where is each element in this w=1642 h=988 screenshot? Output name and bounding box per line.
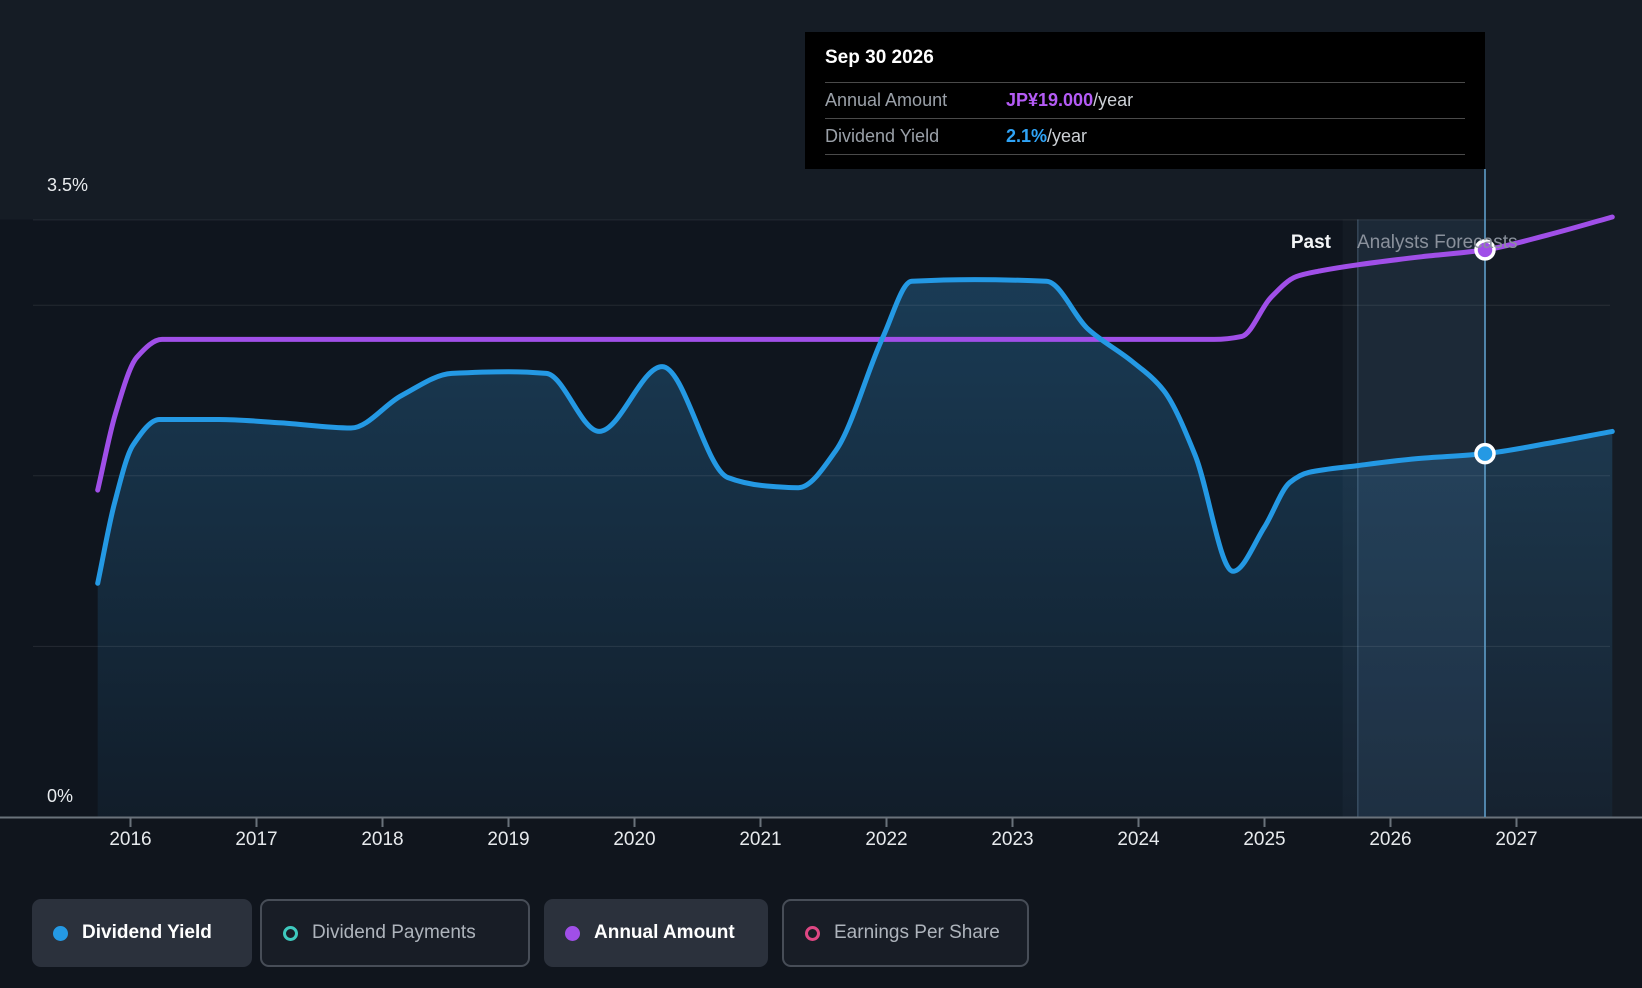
x-axis-label-2026: 2026 (1369, 829, 1412, 850)
tooltip-value-annual-amount: JP¥19.000/year (1006, 90, 1134, 110)
annual-amount-hover-marker (1474, 239, 1496, 261)
legend-button-dividend-payments[interactable]: Dividend Payments (260, 899, 530, 967)
x-axis-label-2020: 2020 (613, 829, 656, 850)
annual-amount-dot-icon (565, 925, 580, 941)
x-axis-label-2024: 2024 (1117, 829, 1160, 850)
chart-tooltip: Sep 30 2026 Annual Amount JP¥19.000/year… (805, 32, 1485, 169)
x-axis-label-2025: 2025 (1243, 829, 1286, 850)
x-axis-label-2023: 2023 (991, 829, 1034, 850)
past-region-label: Past (1290, 232, 1331, 253)
x-axis-label-2019: 2019 (487, 829, 530, 850)
y-axis-label-top: 3.5% (47, 175, 89, 195)
dividend-yield-dot-icon (53, 925, 68, 941)
dividend-payments-circle-icon (283, 925, 298, 941)
series-line-annual-amount (95, 214, 1615, 493)
chart-legend: Dividend Yield Dividend Payments Annual … (0, 899, 1642, 967)
earnings-per-share-circle-icon (805, 925, 820, 941)
x-axis-label-2021: 2021 (739, 829, 782, 850)
tooltip-row-annual-amount: Annual Amount JP¥19.000/year (825, 82, 1465, 118)
legend-button-earnings-per-share[interactable]: Earnings Per Share (782, 899, 1029, 967)
tooltip-value-dividend-yield: 2.1%/year (1006, 126, 1088, 146)
series-line-dividend-yield (95, 277, 1615, 586)
dividend-yield-hover-marker (1474, 442, 1496, 465)
y-axis-label-bottom: 0% (47, 786, 74, 806)
tooltip-row-dividend-yield: Dividend Yield 2.1%/year (825, 118, 1465, 154)
tooltip-label-dividend-yield: Dividend Yield (825, 126, 940, 146)
hover-band (1357, 219, 1485, 817)
x-axis-label-2018: 2018 (361, 829, 404, 850)
tooltip-label-annual-amount: Annual Amount (825, 90, 948, 110)
x-axis-label-2017: 2017 (235, 829, 278, 850)
dividend-yield-area-fill (97, 279, 1613, 818)
legend-button-annual-amount[interactable]: Annual Amount (544, 899, 768, 967)
tooltip-date: Sep 30 2026 (825, 47, 934, 68)
x-axis-label-2027: 2027 (1495, 829, 1538, 850)
legend-button-dividend-yield[interactable]: Dividend Yield (32, 899, 252, 967)
x-axis-label-2022: 2022 (865, 829, 908, 850)
x-axis-label-2016: 2016 (109, 829, 152, 850)
forecast-region-label: Analysts Forecasts (1357, 232, 1518, 253)
